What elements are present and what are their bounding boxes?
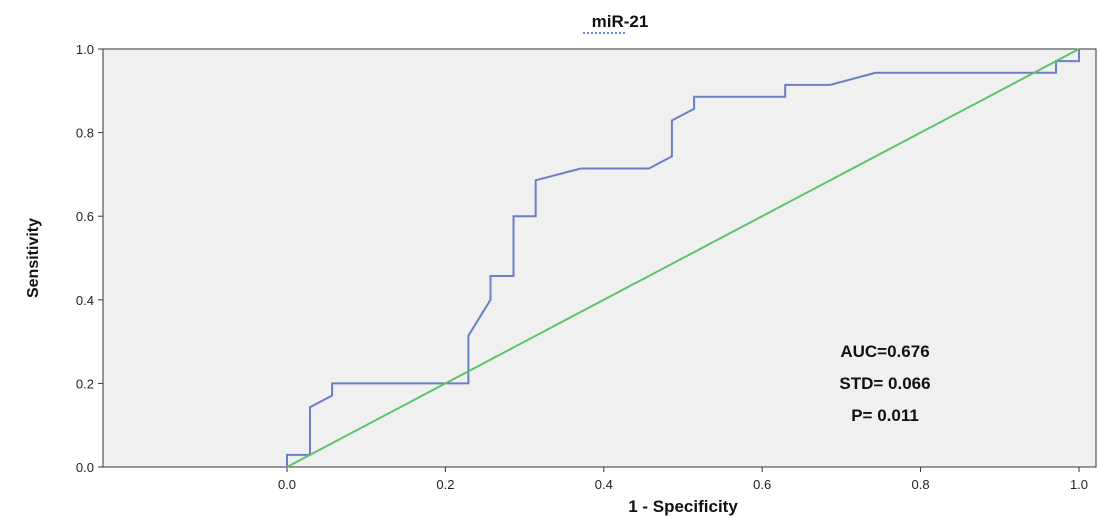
annotation-label: AUC=0.676 (840, 342, 929, 361)
annotation-label: P= 0.011 (851, 406, 919, 425)
y-tick-label: 1.0 (76, 42, 94, 57)
x-tick-label: 1.0 (1070, 477, 1088, 492)
x-tick-label: 0.2 (436, 477, 454, 492)
y-tick-label: 0.2 (76, 376, 94, 391)
chart-title: miR-21 (592, 12, 649, 31)
x-tick-label: 0.4 (595, 477, 613, 492)
y-tick-label: 0.6 (76, 209, 94, 224)
x-tick-label: 0.8 (912, 477, 930, 492)
annotation-group: AUC=0.676 STD= 0.066 P= 0.011 (839, 342, 930, 425)
y-tick-label: 0.4 (76, 293, 94, 308)
series-group (286, 48, 1080, 468)
y-tick-label: 0.0 (76, 460, 94, 475)
x-tick-label: 0.6 (753, 477, 771, 492)
annotation-label: STD= 0.066 (839, 374, 930, 393)
ticks-group: 0.0 0.2 0.4 0.6 0.8 1.0 0.0 0.2 0.4 0.6 0.8 1.0 (76, 42, 1088, 492)
x-axis-title: 1 - Specificity (628, 497, 738, 516)
y-tick-label: 0.8 (76, 126, 94, 141)
x-tick-label: 0.0 (278, 477, 296, 492)
roc-curve-line (286, 49, 1080, 467)
plot-area (102, 48, 1097, 468)
y-axis-title: Sensitivity (25, 218, 42, 298)
reference-diagonal-line (286, 48, 1080, 468)
